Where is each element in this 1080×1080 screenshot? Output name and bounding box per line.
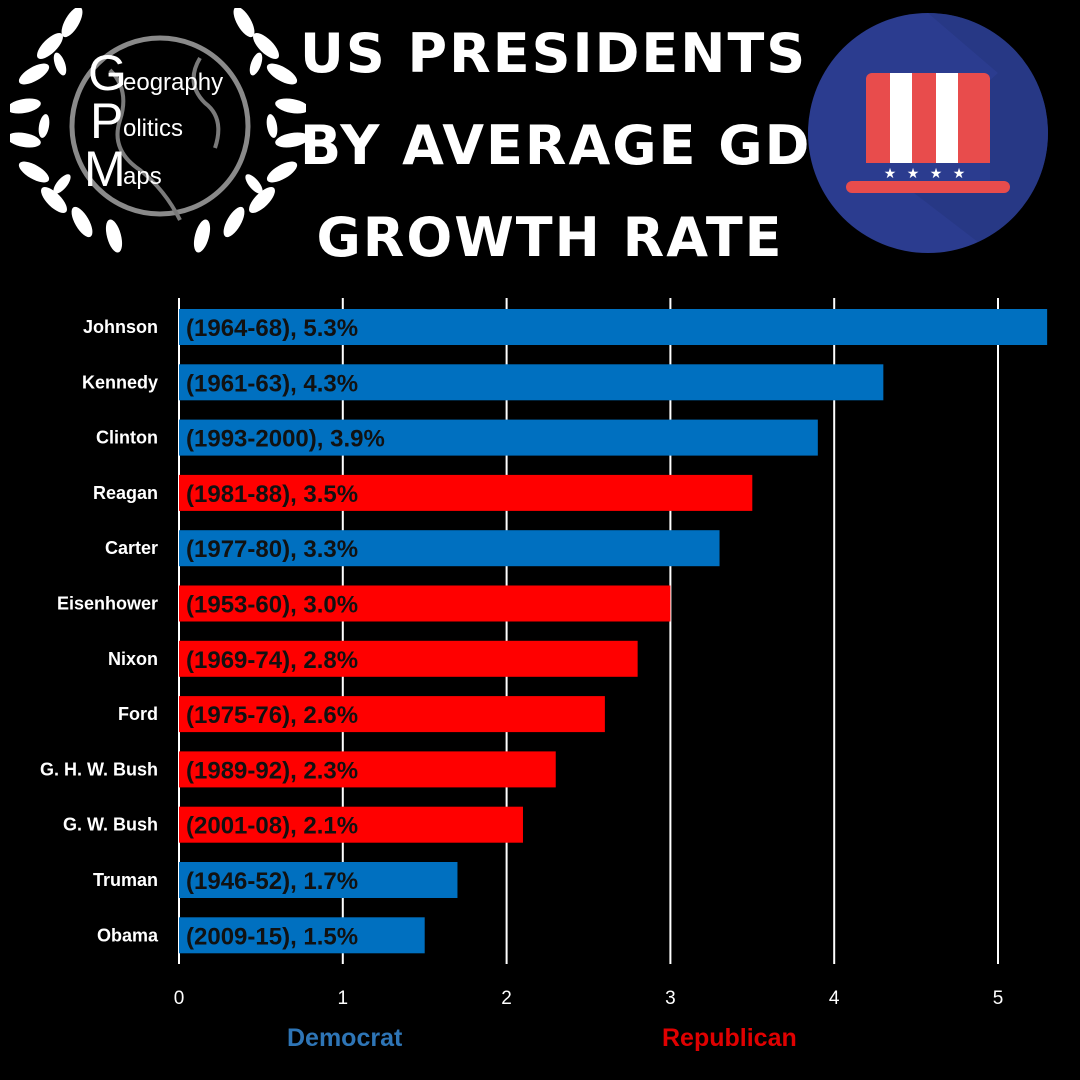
logo-word-politics: olitics <box>123 115 183 142</box>
x-tick-label: 2 <box>501 988 512 1009</box>
bar <box>179 862 458 898</box>
bar <box>179 585 671 622</box>
category-label: Clinton <box>96 428 158 448</box>
bar <box>179 917 425 954</box>
x-tick-label: 3 <box>665 988 676 1009</box>
category-label: Obama <box>97 925 159 945</box>
data-label: (1993-2000), 3.9% <box>186 426 385 453</box>
logo-letter-g: G <box>88 45 127 101</box>
svg-text:★: ★ <box>930 166 943 182</box>
logo-letter-m: M <box>84 141 126 197</box>
data-label: (2009-15), 1.5% <box>186 923 358 950</box>
bar <box>179 806 523 843</box>
category-label: Kennedy <box>82 372 158 392</box>
category-label: Johnson <box>83 317 158 337</box>
category-label: Carter <box>105 538 158 558</box>
bar <box>179 640 638 677</box>
logo-letter-p: P <box>90 93 123 149</box>
data-label: (1946-52), 1.7% <box>186 868 358 895</box>
data-label: (1981-88), 3.5% <box>186 481 358 508</box>
category-label: G. H. W. Bush <box>40 759 158 779</box>
data-label: (1989-92), 2.3% <box>186 757 358 784</box>
legend-democrat: Democrat <box>287 1024 403 1052</box>
data-label: (1953-60), 3.0% <box>186 592 358 619</box>
gpm-logo: G eography P olitics M aps <box>10 8 306 254</box>
bar <box>179 474 753 511</box>
data-label: (1961-63), 4.3% <box>186 370 358 397</box>
title-line-1: US PRESIDENTS <box>300 22 808 85</box>
data-label: (1977-80), 3.3% <box>186 536 358 563</box>
category-label: Eisenhower <box>57 594 158 614</box>
data-label: (1964-68), 5.3% <box>186 315 358 342</box>
category-label: Reagan <box>93 483 158 503</box>
title-line-2: BY AVERAGE GDP <box>300 114 854 177</box>
bar <box>179 419 818 456</box>
bar <box>179 530 720 567</box>
svg-text:★: ★ <box>953 166 966 182</box>
data-label: (2001-08), 2.1% <box>186 813 358 840</box>
data-label: (1975-76), 2.6% <box>186 702 358 729</box>
uncle-sam-hat-icon: ★ ★ ★ ★ <box>808 13 1048 253</box>
bar <box>179 309 1048 345</box>
category-label: Ford <box>118 704 158 724</box>
svg-text:★: ★ <box>884 166 897 182</box>
x-tick-label: 5 <box>993 988 1004 1009</box>
category-label: G. W. Bush <box>63 815 158 835</box>
category-label: Nixon <box>108 649 158 669</box>
bar <box>179 751 556 788</box>
svg-text:★: ★ <box>907 166 920 182</box>
logo-word-geography: eography <box>123 69 223 96</box>
data-label: (1969-74), 2.8% <box>186 647 358 674</box>
bar <box>179 696 605 733</box>
x-tick-label: 4 <box>829 988 840 1009</box>
legend-republican: Republican <box>662 1024 797 1052</box>
gdp-bar-chart: Johnson (1964-68), 5.3% Kennedy (1961-63), … <box>40 298 1048 1009</box>
bar <box>179 364 884 401</box>
x-tick-label: 1 <box>338 988 349 1009</box>
globe-icon <box>69 35 251 217</box>
laurel-wreath-icon <box>10 8 306 254</box>
x-tick-label: 0 <box>174 988 185 1009</box>
page-title: US PRESIDENTS BY AVERAGE GDP GROWTH RATE <box>300 8 854 284</box>
logo-word-maps: aps <box>123 163 162 190</box>
category-label: Truman <box>93 870 158 890</box>
title-line-3: GROWTH RATE <box>316 206 784 269</box>
